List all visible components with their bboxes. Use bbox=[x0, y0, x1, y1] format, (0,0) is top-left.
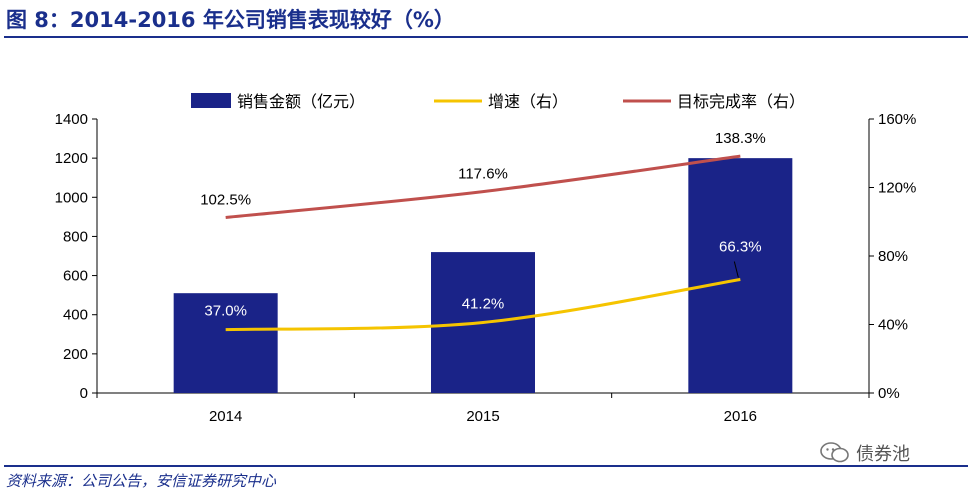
right-tick-label: 40% bbox=[878, 317, 908, 334]
growth-data-label: 41.2% bbox=[462, 295, 505, 312]
bar bbox=[173, 293, 278, 393]
target-data-label: 117.6% bbox=[458, 166, 508, 183]
legend: 销售金额（亿元） 增速（右） 目标完成率（右） bbox=[191, 92, 805, 111]
growth-data-label: 37.0% bbox=[204, 303, 247, 320]
source-note: 资料来源：公司公告，安信证券研究中心 bbox=[6, 472, 277, 490]
left-tick-label: 1000 bbox=[55, 189, 88, 206]
watermark-text: 债券池 bbox=[856, 444, 910, 465]
target-data-label: 138.3% bbox=[715, 130, 766, 147]
bar bbox=[688, 158, 793, 393]
left-tick-label: 1200 bbox=[55, 150, 88, 167]
left-tick-label: 600 bbox=[63, 268, 88, 285]
left-tick-label: 200 bbox=[63, 346, 88, 363]
left-tick-label: 400 bbox=[63, 307, 88, 324]
chart-title: 图 8：2014-2016 年公司销售表现较好（%） bbox=[6, 8, 455, 32]
combo-chart: 销售金额（亿元） 增速（右） 目标完成率（右） 0 200 400 600 800 1000 1… bbox=[55, 92, 917, 425]
legend-swatch-sales bbox=[191, 93, 231, 108]
target-data-label: 102.5% bbox=[200, 191, 251, 208]
right-tick-label: 80% bbox=[878, 248, 908, 265]
wechat-icon bbox=[820, 442, 849, 463]
growth-line bbox=[225, 277, 741, 332]
x-tick-label: 2016 bbox=[724, 408, 757, 425]
x-tick-label: 2014 bbox=[209, 408, 242, 425]
legend-label-sales: 销售金额（亿元） bbox=[237, 92, 365, 111]
axes: 0 200 400 600 800 1000 1200 1400 0% 40% 80% 120% 160… bbox=[55, 111, 917, 425]
left-tick-label: 0 bbox=[80, 385, 88, 402]
label-leader-line bbox=[733, 261, 739, 278]
x-tick-label: 2015 bbox=[466, 408, 499, 425]
target-completion-line bbox=[225, 154, 741, 219]
legend-label-growth: 增速（右） bbox=[488, 92, 568, 111]
right-tick-label: 120% bbox=[878, 180, 916, 197]
data-labels: 37.0% 41.2% 66.3% 102.5% 117.6% 138.3% bbox=[200, 130, 766, 319]
bar-series bbox=[173, 158, 793, 393]
left-tick-label: 800 bbox=[63, 228, 88, 245]
growth-data-label: 66.3% bbox=[719, 238, 762, 255]
line-series bbox=[225, 154, 741, 332]
watermark: 债券池 bbox=[820, 440, 910, 466]
right-tick-label: 0% bbox=[878, 385, 900, 402]
footer-divider bbox=[4, 465, 968, 467]
title-divider bbox=[4, 36, 968, 38]
legend-label-target: 目标完成率（右） bbox=[677, 92, 805, 111]
right-tick-label: 160% bbox=[878, 111, 916, 128]
left-tick-label: 1400 bbox=[55, 111, 88, 128]
